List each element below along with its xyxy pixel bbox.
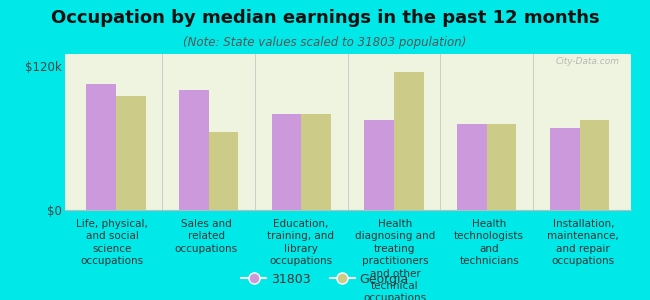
Bar — [580, 120, 609, 210]
Text: Occupation by median earnings in the past 12 months: Occupation by median earnings in the pas… — [51, 9, 599, 27]
Bar — [394, 72, 424, 210]
Bar — [550, 128, 580, 210]
Bar — [457, 124, 487, 210]
Bar — [209, 132, 239, 210]
Text: Life, physical,
and social
science
occupations: Life, physical, and social science occup… — [76, 219, 148, 266]
Text: City-Data.com: City-Data.com — [555, 57, 619, 66]
Legend: 31803, Georgia: 31803, Georgia — [236, 268, 414, 291]
Text: Health
diagnosing and
treating
practitioners
and other
technical
occupations: Health diagnosing and treating practitio… — [355, 219, 435, 300]
Bar — [116, 96, 146, 210]
Text: Installation,
maintenance,
and repair
occupations: Installation, maintenance, and repair oc… — [547, 219, 619, 266]
Bar — [302, 114, 331, 210]
Text: Health
technologists
and
technicians: Health technologists and technicians — [454, 219, 524, 266]
Bar — [86, 84, 116, 210]
Bar — [365, 120, 394, 210]
Bar — [272, 114, 302, 210]
Text: Sales and
related
occupations: Sales and related occupations — [175, 219, 238, 254]
Bar — [179, 90, 209, 210]
Bar — [487, 124, 517, 210]
Text: (Note: State values scaled to 31803 population): (Note: State values scaled to 31803 popu… — [183, 36, 467, 49]
Text: Education,
training, and
library
occupations: Education, training, and library occupat… — [267, 219, 334, 266]
